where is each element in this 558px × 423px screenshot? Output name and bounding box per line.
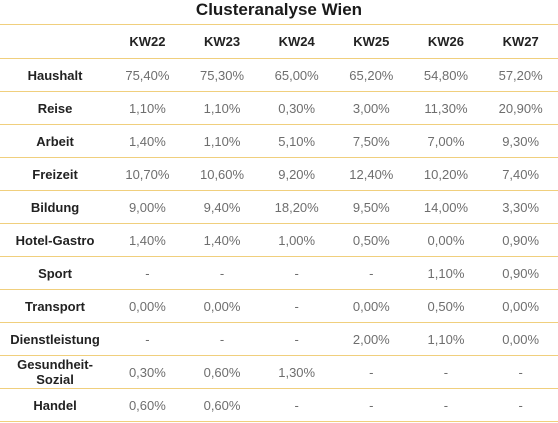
table-cell: -: [294, 331, 299, 347]
table-row: Arbeit 1,40% 1,10% 5,10% 7,50% 7,00% 9,30%: [0, 125, 558, 158]
table-cell: 1,10%: [128, 100, 166, 116]
table-cell: -: [518, 364, 523, 380]
row-label: Dienstleistung: [10, 331, 100, 347]
table-cell: 9,50%: [352, 199, 390, 215]
table-cell: 20,90%: [498, 100, 543, 116]
table-cell: 1,40%: [128, 232, 166, 248]
table-cell: 1,10%: [203, 100, 241, 116]
table-cell: -: [518, 397, 523, 413]
table-cell: 0,00%: [128, 298, 166, 314]
table-row: Transport 0,00% 0,00% - 0,00% 0,50% 0,00%: [0, 290, 558, 323]
row-label: Hotel-Gastro: [15, 232, 95, 248]
table-cell: 1,10%: [427, 265, 465, 281]
table-cell: 10,20%: [423, 166, 468, 182]
table-cell: 0,00%: [203, 298, 241, 314]
table-cell: -: [145, 331, 150, 347]
table-cell: -: [369, 364, 374, 380]
column-header: KW25: [334, 24, 409, 59]
table-cell: 0,60%: [128, 397, 166, 413]
table-cell: 0,50%: [427, 298, 465, 314]
table-cell: 7,40%: [502, 166, 540, 182]
header-row: KW22 KW23 KW24 KW25 KW26 KW27: [0, 24, 558, 59]
row-label: Freizeit: [32, 166, 78, 182]
table-cell: 0,30%: [128, 364, 166, 380]
column-header: KW24: [259, 24, 334, 59]
table-cell: 1,40%: [203, 232, 241, 248]
column-header: [0, 24, 111, 59]
table-cell: 10,60%: [199, 166, 245, 182]
table-row: Haushalt 75,40% 75,30% 65,00% 65,20% 54,80% 57…: [0, 59, 558, 92]
table-cell: 12,40%: [349, 166, 394, 182]
table-cell: 1,30%: [278, 364, 316, 380]
table-cell: 0,00%: [427, 232, 465, 248]
table-cell: 3,30%: [502, 199, 540, 215]
table-cell: 2,00%: [352, 331, 390, 347]
row-label: Arbeit: [36, 133, 74, 149]
table-cell: 14,00%: [423, 199, 468, 215]
table-cell: -: [443, 364, 449, 380]
table-row: Gesundheit- Sozial 0,30% 0,60% 1,30% - - -: [0, 356, 558, 389]
table-cell: 9,00%: [128, 199, 166, 215]
column-header: KW22: [110, 24, 185, 59]
row-label: Transport: [25, 298, 86, 314]
table-cell: -: [294, 265, 299, 281]
table-cell: 11,30%: [424, 100, 468, 116]
table-row: Reise 1,10% 1,10% 0,30% 3,00% 11,30% 20,90%: [0, 92, 558, 125]
table-cell: 65,20%: [349, 67, 394, 83]
table-cell: 5,10%: [278, 133, 316, 149]
table-cell: 0,50%: [352, 232, 390, 248]
table-cell: 0,60%: [203, 397, 241, 413]
table-row: Dienstleistung - - - 2,00% 1,10% 0,00%: [0, 323, 558, 356]
table-cell: 0,00%: [502, 331, 540, 347]
table-cell: -: [369, 397, 374, 413]
table-cell: 54,80%: [423, 67, 468, 83]
row-label: Haushalt: [27, 67, 83, 83]
table-cell: 1,10%: [427, 331, 465, 347]
table-cell: -: [219, 331, 225, 347]
cluster-table: KW22 KW23 KW24 KW25 KW26 KW27 Haushalt 75…: [0, 24, 558, 422]
table-row: Sport - - - - 1,10% 0,90%: [0, 257, 558, 290]
table-cell: 75,30%: [199, 67, 245, 83]
column-header: KW26: [408, 24, 484, 59]
table-cell: 0,60%: [203, 364, 241, 380]
table-row: Hotel-Gastro 1,40% 1,40% 1,00% 0,50% 0,00% 0,9…: [0, 224, 558, 257]
table-cell: 9,40%: [203, 199, 241, 215]
table-cell: 0,90%: [502, 265, 540, 281]
table-cell: 3,00%: [352, 100, 390, 116]
column-header: KW23: [184, 24, 260, 59]
column-header: KW27: [483, 24, 558, 59]
table-cell: 18,20%: [274, 199, 319, 215]
table-row: Bildung 9,00% 9,40% 18,20% 9,50% 14,00% 3,30%: [0, 191, 558, 224]
table-cell: 65,00%: [274, 67, 319, 83]
row-label: Gesundheit- Sozial: [17, 357, 93, 387]
table-cell: 1,10%: [203, 133, 241, 149]
row-label: Reise: [37, 100, 73, 116]
table-cell: 0,00%: [352, 298, 390, 314]
table-cell: -: [294, 397, 299, 413]
table-cell: 7,00%: [427, 133, 465, 149]
table-cell: 75,40%: [125, 67, 170, 83]
table-cell: 7,50%: [352, 133, 390, 149]
table-cell: 57,20%: [498, 67, 543, 83]
table-row: Handel 0,60% 0,60% - - - -: [0, 389, 558, 422]
table-row: Freizeit 10,70% 10,60% 9,20% 12,40% 10,20% 7,4…: [0, 158, 558, 191]
table-cell: 0,30%: [278, 100, 316, 116]
table-cell: -: [145, 265, 150, 281]
table-cell: 0,00%: [502, 298, 540, 314]
table-cell: -: [294, 298, 299, 314]
table-cell: 9,30%: [502, 133, 540, 149]
table-cell: -: [443, 397, 449, 413]
row-label: Handel: [33, 397, 77, 413]
table-cell: -: [219, 265, 225, 281]
table-cell: 0,90%: [502, 232, 540, 248]
table-cell: -: [369, 265, 374, 281]
table-title: Clusteranalyse Wien: [195, 0, 363, 19]
row-label: Bildung: [30, 199, 80, 215]
table-cell: 1,40%: [128, 133, 166, 149]
table-cell: 10,70%: [125, 166, 170, 182]
row-label: Sport: [38, 265, 73, 281]
table-cell: 9,20%: [278, 166, 316, 182]
table-cell: 1,00%: [278, 232, 316, 248]
